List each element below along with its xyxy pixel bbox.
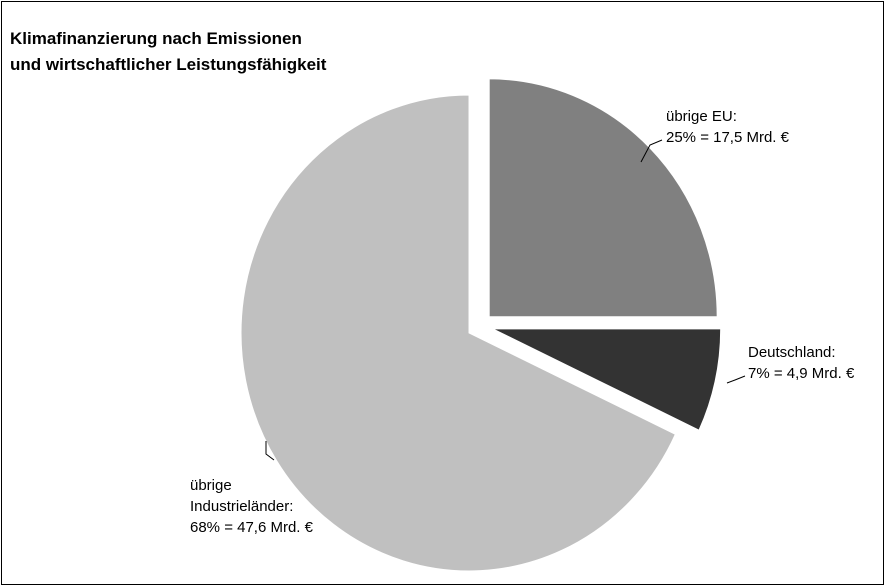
slice-label: übrige <box>190 477 232 494</box>
leader-line <box>726 375 746 384</box>
slice-label: übrige EU: <box>666 108 737 125</box>
chart-title: und wirtschaftlicher Leistungsfähigkeit <box>10 55 327 74</box>
pie <box>240 78 722 572</box>
slice-label: Industrieländer: <box>190 498 293 515</box>
value-label: 7% = 4,9 Mrd. € <box>748 365 855 382</box>
pie-slice <box>492 328 722 431</box>
value-label: 25% = 17,5 Mrd. € <box>666 129 790 146</box>
pie-slice <box>488 78 718 318</box>
pie-slice <box>240 94 676 572</box>
chart-title: Klimafinanzierung nach Emissionen <box>10 29 302 48</box>
leader-line <box>265 441 275 461</box>
value-label: 68% = 47,6 Mrd. € <box>190 519 314 536</box>
slice-label: Deutschland: <box>748 344 836 361</box>
leader-line <box>640 139 663 163</box>
